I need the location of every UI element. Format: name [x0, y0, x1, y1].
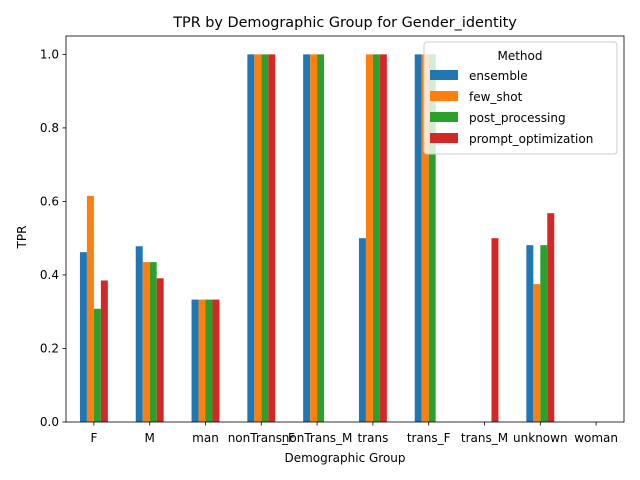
x-tick-label-F: F	[90, 431, 97, 445]
legend: Method ensemble few_shot post_processingpr…	[423, 41, 618, 155]
bar-few_shot-man	[198, 299, 206, 422]
y-tick-label: 0.4	[40, 268, 59, 282]
bar-post_processing-F	[93, 308, 101, 422]
bar-ensemble-trans_F	[414, 54, 422, 422]
bar-ensemble-F	[79, 252, 87, 422]
legend-label-post_processing: post_processing	[469, 111, 566, 125]
x-tick-label-nonTrans_M: nonTrans_M	[282, 431, 353, 445]
bars-layer	[79, 54, 555, 422]
x-tick-label-woman: woman	[574, 431, 618, 445]
bar-few_shot-unknown	[533, 284, 541, 422]
x-tick-label-trans_F: trans_F	[407, 431, 451, 445]
legend-label-ensemble: ensemble	[469, 69, 528, 83]
bar-prompt_optimization-M	[156, 278, 164, 422]
bar-few_shot-M	[142, 262, 150, 422]
chart-title: TPR by Demographic Group for Gender_iden…	[172, 15, 517, 31]
x-tick-label-nonTrans_F: nonTrans_F	[228, 431, 295, 445]
bar-few_shot-F	[86, 195, 94, 422]
bar-few_shot-trans_F	[421, 54, 429, 422]
bar-prompt_optimization-nonTrans_F	[268, 54, 276, 422]
x-axis-label: Demographic Group	[284, 451, 405, 465]
y-tick-label: 0.2	[40, 341, 59, 355]
legend-swatch-post_processing	[430, 112, 458, 122]
bar-ensemble-M	[135, 246, 143, 422]
bar-post_processing-trans	[372, 54, 380, 422]
bar-prompt_optimization-unknown	[547, 213, 555, 422]
bar-ensemble-trans	[358, 238, 366, 422]
bar-post_processing-nonTrans_M	[317, 54, 325, 422]
bar-prompt_optimization-F	[100, 280, 108, 422]
y-tick-label: 0.8	[40, 121, 59, 135]
bar-few_shot-trans	[365, 54, 373, 422]
legend-box	[423, 41, 618, 155]
y-tick-label: 0.0	[40, 415, 59, 429]
bar-prompt_optimization-trans	[379, 54, 387, 422]
bar-prompt_optimization-trans_M	[491, 238, 499, 422]
legend-label-few_shot: few_shot	[469, 90, 523, 104]
x-tick-label-man: man	[192, 431, 219, 445]
legend-label-prompt_optimization: prompt_optimization	[469, 132, 593, 146]
bar-post_processing-unknown	[540, 245, 548, 422]
legend-swatch-ensemble	[430, 70, 458, 80]
bar-ensemble-nonTrans_M	[303, 54, 311, 422]
bar-prompt_optimization-man	[212, 299, 220, 422]
bar-post_processing-man	[205, 299, 213, 422]
bar-ensemble-man	[191, 299, 199, 422]
legend-title: Method	[497, 49, 542, 63]
x-tick-label-M: M	[145, 431, 155, 445]
plot-frame	[65, 35, 625, 423]
bar-few_shot-nonTrans_F	[254, 54, 262, 422]
bar-few_shot-nonTrans_M	[310, 54, 318, 422]
bar-post_processing-M	[149, 262, 157, 422]
bar-post_processing-nonTrans_F	[261, 54, 269, 422]
bar-post_processing-trans_F	[428, 54, 436, 422]
y-tick-label: 1.0	[40, 47, 59, 61]
x-tick-label-unknown: unknown	[513, 431, 568, 445]
y-axis-label: TPR	[15, 226, 29, 250]
bar-ensemble-unknown	[526, 245, 534, 422]
y-tick-label: 0.6	[40, 194, 59, 208]
bar-ensemble-nonTrans_F	[247, 54, 255, 422]
x-tick-label-trans_M: trans_M	[461, 431, 508, 445]
x-tick-label-trans: trans	[357, 431, 388, 445]
legend-swatch-prompt_optimization	[430, 133, 458, 143]
legend-swatch-few_shot	[430, 91, 458, 101]
